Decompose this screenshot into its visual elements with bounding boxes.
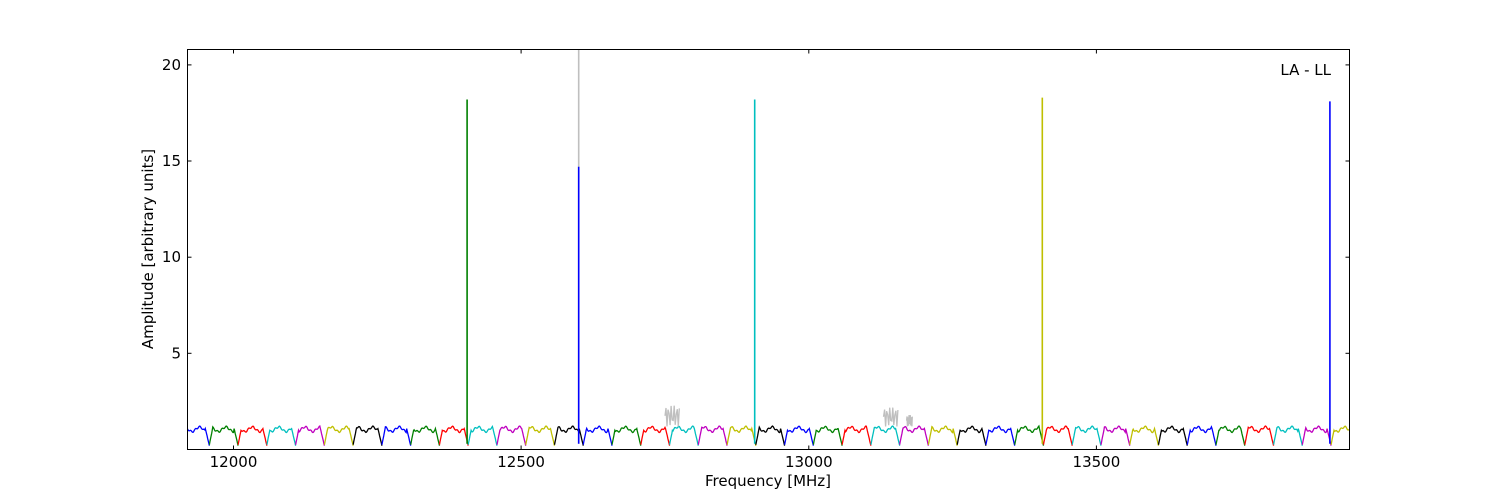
spectral-window-line: [208, 425, 239, 446]
x-axis: 12000 12500 13000 13500: [210, 49, 1121, 471]
spectral-window-line: [186, 425, 211, 446]
y-tick-label: 15: [162, 152, 181, 170]
spectral-window-line: [956, 425, 987, 446]
spectral-window-line: [611, 425, 642, 446]
spectral-window-line: [841, 425, 872, 446]
x-tick-label: 12500: [497, 453, 545, 471]
spectral-window-line: [582, 425, 613, 446]
y-axis-label: Amplitude [arbitrary units]: [139, 149, 157, 349]
y-tick-label: 5: [171, 344, 181, 362]
spectral-window-line: [640, 425, 671, 446]
x-tick-label: 12000: [210, 453, 258, 471]
spectral-window-line: [783, 425, 815, 446]
y-axis: 5 10 15 20: [162, 56, 1350, 362]
x-axis-label: Frequency [MHz]: [705, 472, 831, 490]
flagged-noise-line: [882, 407, 899, 427]
spectral-window-line: [496, 425, 527, 446]
x-tick-label: 13500: [1073, 453, 1121, 471]
spectral-window-line: [438, 425, 469, 446]
spectral-window-line: [1071, 425, 1102, 446]
spectral-window-line: [985, 425, 1016, 446]
spectral-window-line: [668, 425, 699, 446]
spectral-window-line: [381, 425, 412, 446]
spectral-window-line: [1215, 425, 1246, 446]
spectral-window-line: [467, 424, 498, 446]
spectral-window-line: [352, 425, 383, 446]
x-tick-label: 13000: [785, 453, 833, 471]
spectral-window-line: [294, 424, 326, 446]
spectral-window-line: [899, 425, 930, 446]
flagged-noise-line: [664, 405, 680, 427]
spectral-window-line: [1100, 425, 1131, 446]
spectral-window-line: [323, 425, 354, 446]
flagged-noise-line: [905, 415, 913, 427]
spectral-window-line: [927, 425, 958, 446]
spectral-window-line: [812, 425, 843, 446]
y-tick-label: 10: [162, 248, 181, 266]
spectral-window-line: [726, 425, 757, 446]
spectral-window-line: [237, 425, 268, 446]
spectral-window-line: [755, 425, 786, 446]
spectral-window-line: [1042, 425, 1073, 446]
spectral-window-line: [1330, 425, 1350, 445]
spectral-window-line: [1272, 425, 1303, 446]
spectral-window-line: [525, 425, 556, 446]
spectral-window-line: [697, 425, 728, 446]
y-tick-label: 20: [162, 56, 181, 74]
spectral-window-line: [1157, 425, 1188, 446]
spectral-window-line: [1244, 425, 1275, 446]
chart-annotation: LA - LL: [1280, 61, 1331, 79]
spectral-window-line: [266, 425, 297, 446]
spectral-window-line: [1129, 425, 1160, 446]
spectral-window-line: [410, 425, 441, 446]
plot-frame: [187, 49, 1350, 450]
spectral-window-line: [1014, 424, 1045, 446]
spectral-window-line: [870, 425, 901, 446]
spectral-window-line: [1301, 425, 1332, 446]
spike-layer: [466, 49, 1331, 444]
spectral-window-line: [1186, 425, 1217, 446]
